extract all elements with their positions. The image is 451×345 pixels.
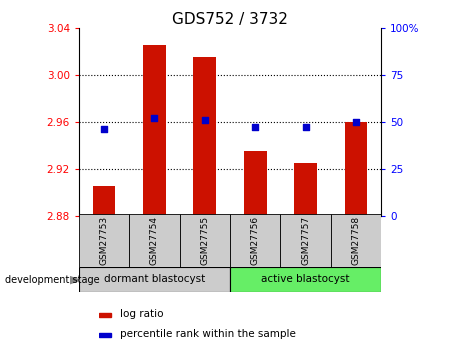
- Text: active blastocyst: active blastocyst: [261, 274, 350, 284]
- Polygon shape: [70, 277, 80, 284]
- Text: GSM27754: GSM27754: [150, 216, 159, 265]
- Text: log ratio: log ratio: [120, 309, 163, 319]
- Text: GSM27756: GSM27756: [251, 216, 260, 265]
- Bar: [79, 214, 129, 267]
- Point: [101, 126, 108, 132]
- Bar: [244, 151, 267, 216]
- Text: dormant blastocyst: dormant blastocyst: [104, 274, 205, 284]
- Bar: [99, 333, 111, 337]
- Bar: [79, 267, 230, 292]
- Point: [352, 119, 359, 124]
- Text: GSM27758: GSM27758: [351, 216, 360, 265]
- Bar: [93, 186, 115, 216]
- Bar: [230, 267, 381, 292]
- Point: [252, 125, 259, 130]
- Text: development stage: development stage: [5, 276, 99, 285]
- Bar: [230, 214, 281, 267]
- Bar: [331, 214, 381, 267]
- Text: GSM27755: GSM27755: [200, 216, 209, 265]
- Bar: [345, 121, 367, 216]
- Text: GDS752 / 3732: GDS752 / 3732: [172, 12, 288, 27]
- Text: percentile rank within the sample: percentile rank within the sample: [120, 329, 295, 339]
- Bar: [179, 214, 230, 267]
- Bar: [294, 163, 317, 216]
- Bar: [99, 313, 111, 317]
- Bar: [143, 45, 166, 216]
- Bar: [129, 214, 179, 267]
- Point: [302, 125, 309, 130]
- Bar: [193, 57, 216, 216]
- Point: [201, 117, 208, 122]
- Point: [151, 115, 158, 121]
- Text: GSM27753: GSM27753: [100, 216, 109, 265]
- Bar: [281, 214, 331, 267]
- Text: GSM27757: GSM27757: [301, 216, 310, 265]
